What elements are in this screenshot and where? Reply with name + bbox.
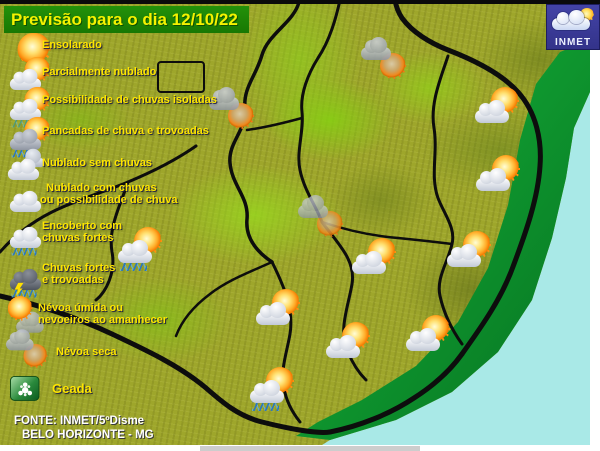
- cloud-icon: [256, 302, 290, 325]
- cloud-heavy-rain-icon: [8, 214, 52, 256]
- gray-cloud-icon: [6, 329, 34, 351]
- legend-label: Geada: [52, 381, 92, 396]
- cloud-icon: [475, 100, 509, 123]
- legend-label: Ensolarado: [42, 39, 102, 51]
- cloud-icon: [8, 178, 52, 218]
- cloud-icon: [9, 226, 42, 249]
- map-icon-partly-cloudy: [473, 86, 521, 130]
- legend-label: Névoa seca: [56, 346, 117, 358]
- graycloud-hazy-sun-icon: [6, 329, 50, 372]
- cloud-icon: [9, 68, 42, 91]
- source-line: BELO HORIZONTE - MG: [22, 428, 154, 441]
- map-icon-dry-haze: [298, 195, 346, 242]
- rain-icon: [11, 286, 37, 298]
- legend-label: Chuvas fortes: [42, 262, 116, 274]
- legend-label: Nublado sem chuvas: [42, 157, 153, 169]
- map-icon-sun-shower: [248, 366, 296, 411]
- legend-label: Parcialmente nublado: [42, 66, 157, 78]
- gray-cloud-icon: [298, 195, 328, 218]
- inmet-logo-label: INMET: [554, 37, 592, 48]
- forecast-map: Ensolarado Parcialmente nublado Possibil…: [0, 0, 590, 445]
- legend-label: Encoberto com: [42, 220, 123, 232]
- source-credit: FONTE: INMET/5ºDisme BELO HORIZONTE - MG: [14, 415, 154, 442]
- cloud-icon: [552, 10, 590, 30]
- cloud-icon: [406, 328, 440, 351]
- sun-fog-icon: [6, 296, 50, 336]
- legend-label: e trovoadas: [42, 274, 104, 286]
- cloud-icon: [9, 98, 42, 121]
- map-icon-dry-haze: [361, 37, 409, 84]
- cloud-icon: [352, 251, 386, 274]
- cloud-icon: [9, 190, 42, 213]
- source-line: FONTE: INMET/5ºDisme: [14, 415, 145, 427]
- cloud-icon: [250, 380, 284, 403]
- cloud-icon: [447, 244, 481, 267]
- map-icon-sun-shower: [116, 226, 164, 271]
- legend-label: chuvas fortes: [42, 232, 114, 244]
- bottom-scrollbar-fragment[interactable]: [200, 446, 420, 451]
- page-title: Previsão para o dia 12/10/22: [11, 10, 238, 29]
- rain-icon: [11, 244, 37, 256]
- lightning-icon: [14, 282, 24, 297]
- darkcloud-rain-lightning-icon: [8, 256, 52, 298]
- frost-flag-icon: [10, 376, 40, 401]
- coastal-lowland-shape: [296, 40, 590, 440]
- map-icon-partly-cloudy: [474, 154, 522, 198]
- map-icon-partly-cloudy: [404, 314, 452, 358]
- dark-cloud-icon: [9, 268, 42, 291]
- top-border: [0, 0, 600, 4]
- map-icon-partly-cloudy: [350, 237, 398, 281]
- gray-cloud-icon: [9, 128, 42, 151]
- map-icon-partly-cloudy: [445, 230, 493, 274]
- cloud-icon: [7, 158, 40, 181]
- gray-cloud-icon: [209, 87, 239, 110]
- legend: Ensolarado Parcialmente nublado Possibil…: [0, 0, 230, 445]
- sun-cloud-light-rain-icon: [8, 86, 52, 128]
- rain-icon: [11, 146, 37, 158]
- map-icon-partly-cloudy: [254, 288, 302, 332]
- map-icon-partly-cloudy: [324, 321, 372, 365]
- sun-icon: [7, 296, 33, 321]
- cloud-icon: [118, 240, 152, 263]
- clouds-icon: [6, 146, 50, 186]
- ocean-shape: [322, 92, 590, 445]
- title-bar: Previsão para o dia 12/10/22: [4, 6, 249, 33]
- sun-graycloud-rain-icon: [8, 116, 52, 158]
- map-icon-dry-haze: [209, 87, 257, 134]
- legend-label: Possibilidade de chuvas isoladas: [42, 94, 217, 106]
- light-rain-icon: [11, 116, 37, 128]
- inmet-logo: INMET: [546, 4, 600, 50]
- gray-cloud-icon: [361, 37, 391, 60]
- legend-label: Pancadas de chuva e trovoadas: [42, 125, 209, 137]
- frost-icon: [10, 376, 54, 416]
- cloud-icon: [476, 168, 510, 191]
- legend-label: Névoa úmida ou: [38, 302, 123, 314]
- sun-behind-cloud-icon: [8, 56, 52, 96]
- cloud-icon: [326, 335, 360, 358]
- legend-label: nevoeiros ao amanhecer: [38, 314, 168, 326]
- legend-label: ou possibilidade de chuva: [40, 194, 178, 206]
- legend-label: Nublado com chuvas: [46, 182, 157, 194]
